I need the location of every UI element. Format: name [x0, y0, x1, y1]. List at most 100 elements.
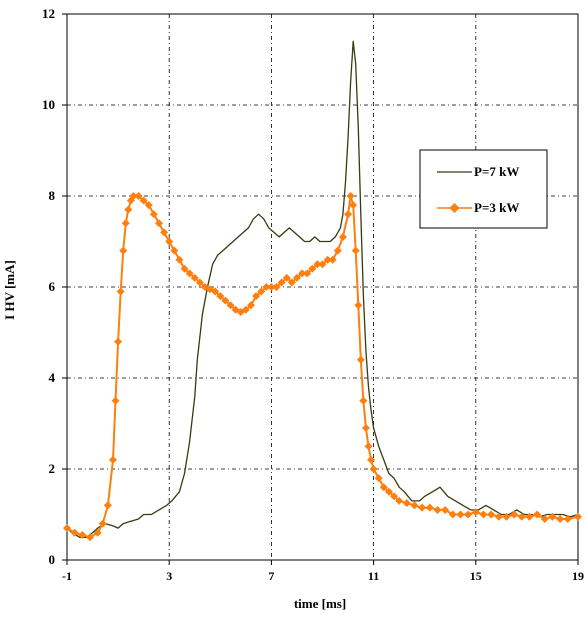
- data-point-marker: [267, 283, 276, 291]
- data-point-marker: [563, 515, 572, 524]
- data-point-marker: [262, 283, 271, 291]
- data-point-marker: [154, 219, 163, 228]
- series-p7kw: [66, 40, 579, 538]
- data-point-marker: [108, 455, 117, 464]
- x-tick-label: -1: [62, 569, 72, 583]
- data-point-marker: [175, 255, 184, 264]
- data-point-marker: [116, 287, 125, 296]
- y-tick-label: 0: [49, 552, 56, 567]
- data-point-marker: [402, 499, 411, 508]
- y-tick-label: 2: [49, 461, 56, 476]
- legend: P=7 kW P=3 kW: [419, 149, 548, 229]
- legend-box: [419, 149, 548, 229]
- data-point-marker: [121, 219, 130, 228]
- data-point-marker: [418, 503, 427, 512]
- data-point-marker: [85, 533, 94, 542]
- y-tick-label: 12: [42, 6, 55, 21]
- data-point-marker: [70, 528, 79, 537]
- series-line: [66, 195, 579, 539]
- data-point-marker: [502, 512, 511, 521]
- data-point-marker: [303, 269, 312, 278]
- data-point-marker: [328, 255, 337, 264]
- data-point-marker: [510, 510, 519, 519]
- data-point-marker: [533, 510, 542, 519]
- data-point-marker: [494, 512, 503, 521]
- data-point-marker: [257, 287, 266, 296]
- data-point-marker: [308, 264, 317, 273]
- legend-marker-p3: [449, 203, 460, 213]
- y-axis-label: I HV [mA]: [2, 260, 17, 320]
- data-point-marker: [464, 510, 473, 519]
- data-point-marker: [93, 528, 102, 537]
- data-point-marker: [574, 512, 582, 521]
- data-point-marker: [114, 337, 123, 346]
- grid: [67, 14, 578, 560]
- data-point-marker: [548, 512, 557, 521]
- series-group: [63, 40, 582, 542]
- data-point-marker: [216, 292, 225, 301]
- y-tick-label: 10: [42, 97, 55, 112]
- series-p3kw: [63, 192, 582, 542]
- data-point-marker: [160, 228, 169, 237]
- legend-label-p3: P=3 kW: [474, 200, 519, 215]
- data-point-marker: [78, 530, 87, 539]
- data-point-marker: [98, 519, 107, 528]
- y-tick-label: 4: [49, 370, 56, 385]
- data-point-marker: [556, 515, 565, 524]
- data-point-marker: [517, 512, 526, 521]
- data-point-marker: [356, 355, 365, 364]
- legend-item-p7: P=7 kW: [437, 164, 519, 179]
- data-point-marker: [456, 510, 465, 519]
- data-point-marker: [124, 205, 133, 214]
- data-point-marker: [195, 278, 204, 287]
- data-point-marker: [119, 246, 128, 255]
- data-point-marker: [292, 273, 301, 282]
- data-point-marker: [346, 192, 355, 200]
- data-point-marker: [313, 260, 322, 269]
- data-point-marker: [379, 483, 388, 492]
- data-point-marker: [433, 505, 442, 514]
- data-point-marker: [351, 246, 360, 255]
- data-point-marker: [344, 210, 353, 219]
- x-tick-label: 19: [572, 569, 584, 583]
- data-point-marker: [354, 301, 363, 310]
- data-point-marker: [471, 508, 480, 517]
- y-tick-label: 8: [49, 188, 56, 203]
- data-point-marker: [361, 424, 370, 433]
- data-point-marker: [272, 283, 281, 291]
- data-point-marker: [241, 305, 250, 314]
- data-point-marker: [487, 510, 496, 519]
- data-point-marker: [369, 465, 378, 473]
- x-tick-label: 11: [368, 569, 379, 583]
- data-point-marker: [185, 269, 194, 278]
- data-point-marker: [211, 287, 220, 296]
- data-point-marker: [318, 260, 327, 269]
- data-point-marker: [367, 455, 376, 464]
- x-tick-label: 15: [470, 569, 482, 583]
- data-point-marker: [190, 273, 199, 282]
- data-point-marker: [282, 273, 291, 282]
- legend-label-p7: P=7 kW: [474, 164, 519, 179]
- data-point-marker: [390, 492, 399, 501]
- data-point-marker: [63, 524, 71, 533]
- data-point-marker: [149, 210, 158, 219]
- data-point-marker: [111, 396, 120, 405]
- x-axis-label: time [ms]: [294, 596, 346, 611]
- data-point-marker: [338, 232, 347, 241]
- x-tick-label: 3: [166, 569, 172, 583]
- data-point-marker: [226, 301, 235, 310]
- data-point-marker: [333, 246, 342, 255]
- data-point-marker: [165, 237, 174, 246]
- data-point-marker: [441, 505, 450, 514]
- data-point-marker: [287, 278, 296, 287]
- data-point-marker: [410, 501, 419, 510]
- series-line: [66, 40, 579, 538]
- tick-labels: -1 3 7 11 15 19 0 2 4 6 8 10 12: [42, 6, 584, 583]
- data-point-marker: [323, 255, 332, 264]
- x-tick-label: 7: [268, 569, 274, 583]
- data-point-marker: [479, 510, 488, 519]
- data-point-marker: [180, 264, 189, 273]
- data-point-marker: [298, 269, 307, 278]
- data-point-marker: [246, 301, 255, 310]
